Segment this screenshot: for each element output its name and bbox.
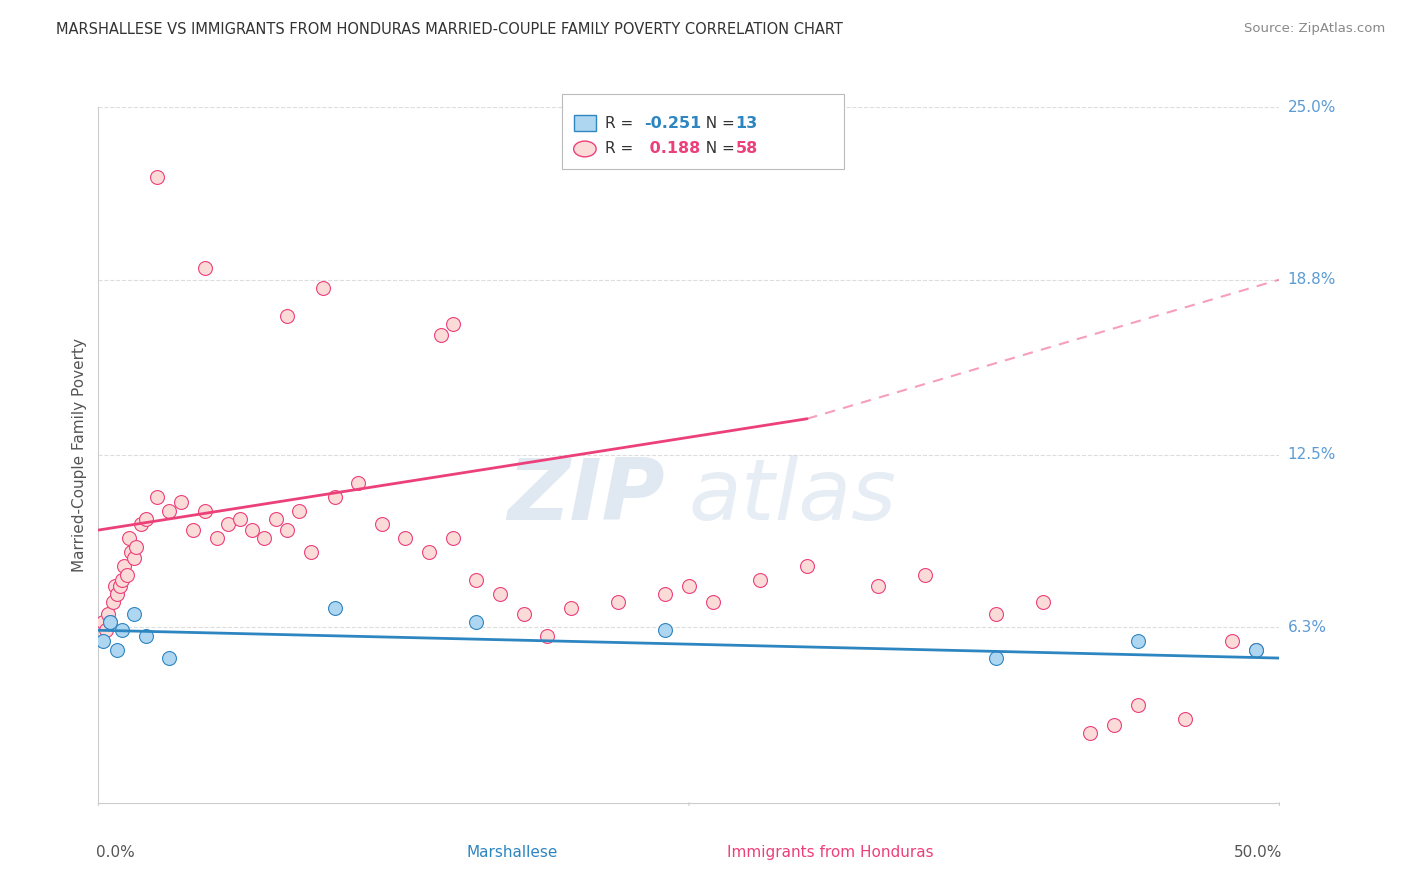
Point xyxy=(111,573,134,587)
Point xyxy=(115,567,138,582)
Text: ZIP: ZIP xyxy=(508,455,665,538)
Point xyxy=(1080,726,1102,740)
Point xyxy=(1244,642,1267,657)
Text: N =: N = xyxy=(696,116,740,130)
Point xyxy=(654,624,676,638)
Point xyxy=(97,607,120,621)
Point xyxy=(91,615,114,629)
Point xyxy=(312,281,335,295)
Point xyxy=(146,490,169,504)
Point xyxy=(984,651,1007,665)
Text: 25.0%: 25.0% xyxy=(1288,100,1336,114)
Point xyxy=(1032,595,1054,609)
Point xyxy=(129,517,152,532)
Point xyxy=(240,523,263,537)
Text: 50.0%: 50.0% xyxy=(1233,845,1282,860)
Point xyxy=(105,587,128,601)
Point xyxy=(229,512,252,526)
Text: Immigrants from Honduras: Immigrants from Honduras xyxy=(727,845,934,860)
Point xyxy=(276,523,298,537)
Point xyxy=(146,169,169,184)
Point xyxy=(194,503,217,517)
Point xyxy=(108,579,131,593)
Point xyxy=(430,328,453,343)
Point xyxy=(441,317,464,331)
Point xyxy=(560,601,582,615)
Point xyxy=(288,503,311,517)
Point xyxy=(796,559,818,574)
Point xyxy=(1244,642,1267,657)
Text: atlas: atlas xyxy=(689,455,897,538)
Point xyxy=(276,309,298,323)
Point xyxy=(1126,698,1149,713)
Point xyxy=(465,573,488,587)
Point xyxy=(1174,712,1197,726)
Text: MARSHALLESE VS IMMIGRANTS FROM HONDURAS MARRIED-COUPLE FAMILY POVERTY CORRELATIO: MARSHALLESE VS IMMIGRANTS FROM HONDURAS … xyxy=(56,22,844,37)
Point xyxy=(394,532,416,546)
Text: 13: 13 xyxy=(735,116,758,130)
Point xyxy=(111,624,134,638)
Point xyxy=(253,532,276,546)
Point xyxy=(194,261,217,276)
Point xyxy=(264,512,287,526)
Point xyxy=(101,595,124,609)
Point xyxy=(748,573,770,587)
Point xyxy=(512,607,534,621)
Point xyxy=(122,607,145,621)
Text: 58: 58 xyxy=(735,142,758,156)
Point xyxy=(418,545,440,559)
Point xyxy=(170,495,193,509)
Point xyxy=(135,512,157,526)
Text: 12.5%: 12.5% xyxy=(1288,448,1336,462)
Point xyxy=(205,532,228,546)
Point xyxy=(465,615,488,629)
Point xyxy=(98,615,121,629)
Point xyxy=(607,595,630,609)
Point xyxy=(217,517,239,532)
Text: Marshallese: Marshallese xyxy=(467,845,557,860)
Point xyxy=(157,503,180,517)
Point xyxy=(98,615,121,629)
Point xyxy=(441,532,464,546)
Point xyxy=(91,634,114,648)
Point xyxy=(323,601,346,615)
Point xyxy=(121,545,143,559)
Point xyxy=(678,579,700,593)
Point xyxy=(654,587,676,601)
Point xyxy=(122,550,145,565)
Point xyxy=(135,629,157,643)
Point xyxy=(118,532,141,546)
Point xyxy=(323,490,346,504)
Point xyxy=(181,523,204,537)
Point xyxy=(125,540,148,554)
Point xyxy=(489,587,512,601)
Text: R =: R = xyxy=(605,116,638,130)
Point xyxy=(371,517,394,532)
Point xyxy=(1102,718,1125,732)
Y-axis label: Married-Couple Family Poverty: Married-Couple Family Poverty xyxy=(72,338,87,572)
Point xyxy=(702,595,724,609)
Text: 0.0%: 0.0% xyxy=(96,845,135,860)
Point xyxy=(866,579,889,593)
Point xyxy=(1220,634,1243,648)
Point xyxy=(94,624,117,638)
Point xyxy=(536,629,558,643)
Text: 18.8%: 18.8% xyxy=(1288,272,1336,287)
Text: Source: ZipAtlas.com: Source: ZipAtlas.com xyxy=(1244,22,1385,36)
Text: 0.188: 0.188 xyxy=(644,142,700,156)
Point xyxy=(299,545,322,559)
Point xyxy=(112,559,135,574)
Point xyxy=(914,567,936,582)
Text: R =: R = xyxy=(605,142,638,156)
Text: -0.251: -0.251 xyxy=(644,116,702,130)
Point xyxy=(347,475,370,490)
Point xyxy=(157,651,180,665)
Text: N =: N = xyxy=(696,142,740,156)
Point xyxy=(105,642,128,657)
Point xyxy=(984,607,1007,621)
Text: 6.3%: 6.3% xyxy=(1288,620,1327,635)
Point xyxy=(104,579,127,593)
Point xyxy=(1126,634,1149,648)
